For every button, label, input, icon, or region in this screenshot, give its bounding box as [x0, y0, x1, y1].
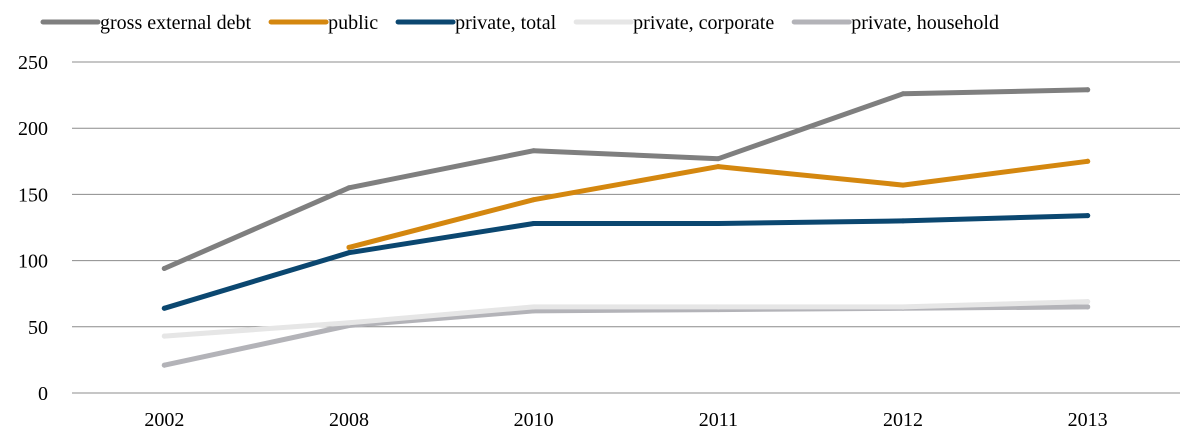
legend-label: private, total — [455, 12, 557, 34]
y-tick-label: 150 — [18, 184, 48, 206]
series-private-total — [161, 213, 1091, 311]
data-point — [715, 304, 721, 310]
legend-label: private, household — [851, 12, 999, 34]
legend-item: gross external debt — [40, 12, 252, 34]
x-tick-label: 2012 — [883, 409, 923, 431]
x-tick-label: 2008 — [329, 409, 369, 431]
legend-item: private, household — [791, 12, 999, 34]
x-tick-label: 2010 — [514, 409, 554, 431]
data-point — [531, 304, 537, 310]
data-point — [161, 333, 167, 339]
series-line — [161, 213, 1091, 311]
series-line — [161, 304, 1091, 368]
series-line — [161, 87, 1091, 271]
y-tick-label: 50 — [28, 317, 48, 339]
data-point — [531, 148, 537, 154]
y-axis: 0 50 100 150 200 250 — [18, 52, 48, 405]
legend-item: private, corporate — [573, 12, 774, 34]
legend: gross external debt public private, total p… — [40, 12, 999, 34]
data-point — [346, 250, 352, 256]
data-point — [715, 164, 721, 170]
x-tick-label: 2013 — [1068, 409, 1108, 431]
data-point — [531, 221, 537, 227]
legend-item: public — [268, 12, 378, 34]
data-point — [900, 91, 906, 97]
series-private-corporate — [161, 299, 1091, 339]
series-public — [346, 158, 1091, 250]
data-point — [715, 156, 721, 162]
legend-label: private, corporate — [633, 12, 774, 34]
data-point — [715, 221, 721, 227]
data-point — [900, 182, 906, 188]
series-group — [161, 87, 1091, 368]
data-point — [1085, 87, 1091, 93]
data-point — [1085, 304, 1091, 310]
gridlines — [72, 61, 1180, 328]
y-tick-label: 200 — [18, 118, 48, 140]
series-private-household — [161, 304, 1091, 368]
data-point — [161, 362, 167, 368]
data-point — [1085, 158, 1091, 164]
data-point — [1085, 213, 1091, 219]
data-point — [346, 320, 352, 326]
x-tick-label: 2011 — [699, 409, 738, 431]
data-point — [346, 244, 352, 250]
x-tick-label: 2002 — [144, 409, 184, 431]
y-tick-label: 250 — [18, 52, 48, 74]
legend-item: private, total — [395, 12, 557, 34]
y-tick-label: 100 — [18, 251, 48, 273]
data-point — [900, 218, 906, 224]
data-point — [161, 305, 167, 311]
x-axis: 2002 2008 2010 2011 2012 2013 — [72, 392, 1180, 431]
legend-label: public — [328, 12, 378, 34]
data-point — [531, 197, 537, 203]
y-tick-label: 0 — [38, 383, 48, 405]
data-point — [531, 308, 537, 314]
series-gross-external-debt — [161, 87, 1091, 272]
data-point — [1085, 299, 1091, 305]
data-point — [161, 266, 167, 272]
legend-label: gross external debt — [100, 12, 252, 34]
data-point — [900, 304, 906, 310]
data-point — [346, 185, 352, 191]
series-line — [161, 299, 1091, 339]
